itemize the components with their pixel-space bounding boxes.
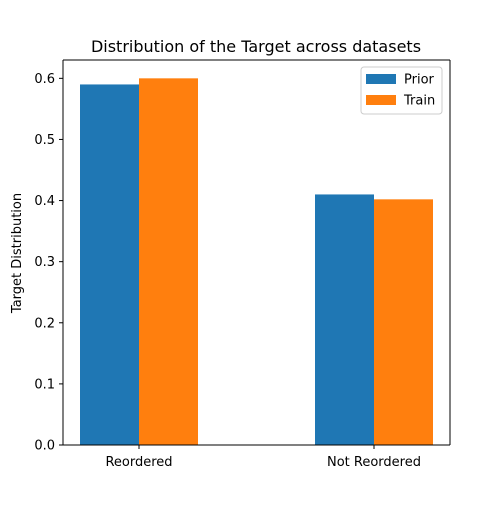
bar-train-0 xyxy=(139,78,198,445)
legend-swatch-prior xyxy=(366,74,396,84)
plot-area: 0.0 0.1 0.2 0.3 0.4 0.5 0.6 Reordered Not Reorde… xyxy=(34,59,451,470)
x-tick-label: Not Reordered xyxy=(327,455,421,470)
legend-label-train: Train xyxy=(403,94,435,109)
bar-train-1 xyxy=(374,199,433,445)
bar-prior-1 xyxy=(315,194,374,445)
legend-label-prior: Prior xyxy=(404,73,435,88)
y-tick-label: 0.1 xyxy=(34,377,55,392)
y-tick-label: 0.4 xyxy=(34,194,55,209)
x-tick-label: Reordered xyxy=(105,455,172,470)
y-tick-label: 0.5 xyxy=(34,133,55,148)
legend: Prior Train xyxy=(360,66,443,115)
y-tick-label: 0.6 xyxy=(34,72,55,87)
y-tick-label: 0.2 xyxy=(34,316,55,331)
y-tick-label: 0.0 xyxy=(34,439,55,454)
y-axis-label: Target Distribution xyxy=(10,193,25,314)
legend-swatch-train xyxy=(366,95,396,105)
chart-title: Distribution of the Target across datase… xyxy=(91,37,421,56)
bar-prior-0 xyxy=(80,84,139,445)
y-tick-label: 0.3 xyxy=(34,255,55,270)
